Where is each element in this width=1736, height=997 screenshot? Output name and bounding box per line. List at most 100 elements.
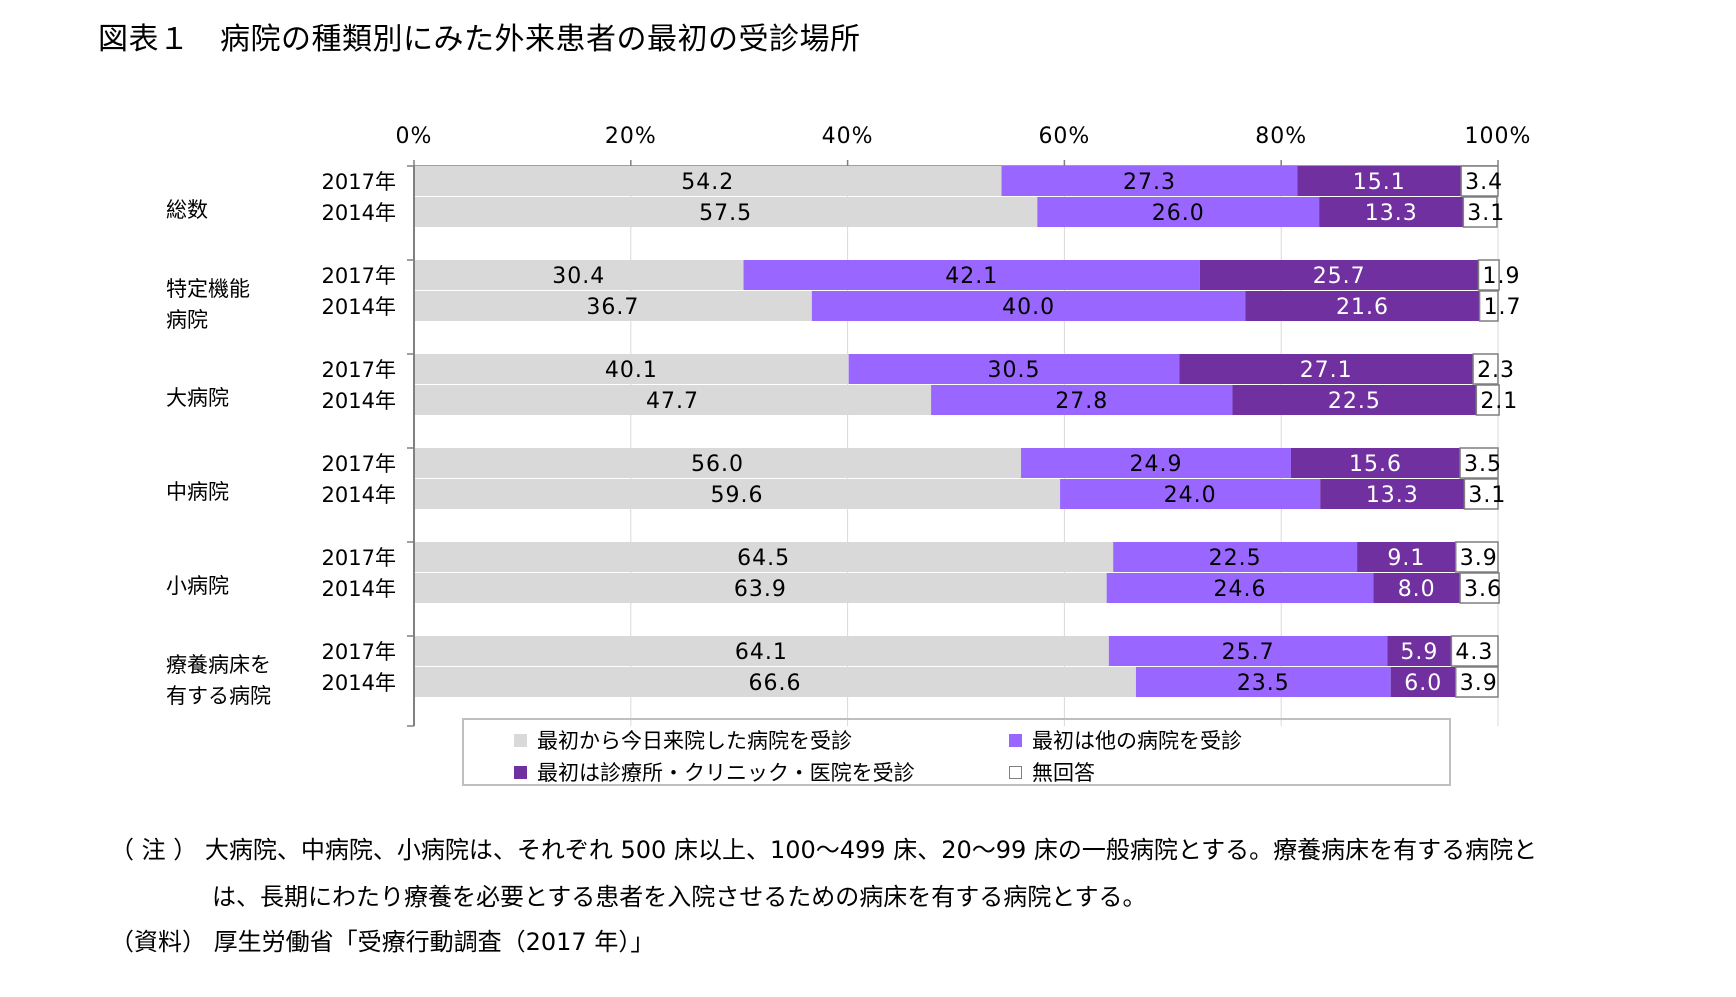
data-label: 25.7	[1313, 264, 1366, 289]
x-tick-label: 60%	[1038, 124, 1090, 149]
data-label: 3.1	[1468, 483, 1506, 508]
data-label: 3.9	[1460, 671, 1498, 696]
data-label: 57.5	[699, 201, 752, 226]
data-label: 26.0	[1152, 201, 1205, 226]
bar-segment	[414, 354, 849, 384]
bar-segment	[931, 385, 1233, 415]
data-label: 40.1	[605, 358, 658, 383]
data-label: 22.5	[1209, 546, 1262, 571]
bar-segment	[414, 636, 1109, 666]
bar-segment	[1472, 353, 1499, 385]
bar-segment	[1232, 385, 1477, 415]
x-tick-label: 0%	[396, 124, 433, 149]
data-label: 25.7	[1222, 640, 1275, 665]
bar-segment	[1135, 667, 1391, 697]
data-label: 22.5	[1328, 389, 1381, 414]
year-label: 2014年	[322, 577, 396, 601]
bar-segment	[743, 260, 1200, 290]
bar-segment	[1245, 291, 1480, 321]
data-label: 24.0	[1164, 483, 1217, 508]
year-label: 2014年	[322, 671, 396, 695]
bar-segment	[414, 542, 1114, 572]
data-label: 63.9	[734, 577, 787, 602]
data-label: 56.0	[691, 452, 744, 477]
data-label: 27.1	[1300, 358, 1353, 383]
year-label: 2017年	[322, 452, 396, 476]
data-label: 36.7	[586, 295, 639, 320]
bar-segment	[414, 479, 1061, 509]
data-label: 15.6	[1349, 452, 1402, 477]
category-label: 総数	[166, 198, 208, 222]
note-line-2: は、長期にわたり療養を必要とする患者を入院させるための病床を有する病院とする。	[212, 883, 1147, 911]
bar-segment	[1320, 479, 1465, 509]
bar-segment	[414, 385, 932, 415]
data-label: 13.3	[1366, 483, 1419, 508]
bar-segment	[1319, 197, 1464, 227]
data-label: 3.5	[1464, 452, 1502, 477]
legend-swatch	[514, 733, 527, 747]
bar-segment	[1454, 666, 1499, 698]
bar-segment	[1037, 197, 1320, 227]
data-label: 47.7	[646, 389, 699, 414]
data-label: 1.9	[1482, 264, 1520, 289]
bar-segment	[1477, 259, 1500, 291]
legend-item-no-answer: 無回答	[1009, 757, 1095, 787]
year-label: 2014年	[322, 389, 396, 413]
data-label: 1.7	[1484, 295, 1522, 320]
legend-item-other-hospital: 最初は他の病院を受診	[1009, 725, 1242, 755]
bar-segment	[848, 354, 1180, 384]
category-label: 病院	[166, 308, 208, 332]
data-label: 64.1	[735, 640, 788, 665]
bar-segment	[1113, 542, 1358, 572]
bar-segment	[414, 667, 1136, 697]
data-label: 23.5	[1237, 671, 1290, 696]
legend-item-clinic: 最初は診療所・クリニック・医院を受診	[514, 757, 915, 787]
data-label: 3.9	[1460, 546, 1498, 571]
data-label: 21.6	[1336, 295, 1389, 320]
data-label: 27.3	[1123, 170, 1176, 195]
bar-segment	[414, 448, 1022, 478]
bar-segment	[811, 291, 1246, 321]
data-label: 15.1	[1353, 170, 1406, 195]
bar-segment	[1459, 447, 1499, 479]
legend-swatch	[1009, 765, 1022, 779]
bar-segment	[414, 197, 1038, 227]
legend-label: 最初から今日来院した病院を受診	[537, 729, 852, 753]
legend-swatch	[1009, 733, 1022, 747]
note-line-1: （ 注 ） 大病院、中病院、小病院は、それぞれ 500 床以上、100～499 …	[110, 836, 1538, 864]
category-label: 小病院	[166, 574, 229, 598]
year-label: 2017年	[322, 640, 396, 664]
data-label: 3.1	[1467, 201, 1505, 226]
bar-segment	[1108, 636, 1388, 666]
bar-segment	[414, 166, 1002, 196]
bar-segment	[1106, 573, 1374, 603]
data-label: 2.1	[1480, 389, 1518, 414]
data-label: 2.3	[1477, 358, 1515, 383]
bar-segment	[1001, 166, 1298, 196]
bar-segment	[1357, 542, 1456, 572]
bar-segment	[1478, 290, 1499, 322]
data-label: 6.0	[1404, 671, 1442, 696]
bar-segment	[1390, 667, 1456, 697]
category-label: 特定機能	[166, 277, 250, 301]
bar-segment	[1450, 635, 1499, 667]
bar-segment	[1060, 479, 1321, 509]
bar-segment	[1454, 541, 1499, 573]
data-label: 24.9	[1130, 452, 1183, 477]
category-label: 療養病床を	[166, 653, 271, 677]
category-label: 中病院	[166, 480, 229, 504]
chart-title: 図表１ 病院の種類別にみた外来患者の最初の受診場所	[98, 22, 861, 57]
data-label: 5.9	[1400, 640, 1438, 665]
bar-segment	[1290, 448, 1461, 478]
year-label: 2017年	[322, 170, 396, 194]
legend-item-hospital-direct: 最初から今日来院した病院を受診	[514, 725, 852, 755]
data-label: 30.4	[552, 264, 605, 289]
data-label: 59.6	[711, 483, 764, 508]
data-label: 13.3	[1365, 201, 1418, 226]
data-label: 8.0	[1398, 577, 1436, 602]
data-label: 40.0	[1002, 295, 1055, 320]
legend: 最初から今日来院した病院を受診 最初は他の病院を受診 最初は診療所・クリニック・…	[462, 718, 1451, 786]
x-tick-label: 20%	[605, 124, 657, 149]
bar-segment	[414, 573, 1107, 603]
bar-segment	[1462, 196, 1498, 228]
